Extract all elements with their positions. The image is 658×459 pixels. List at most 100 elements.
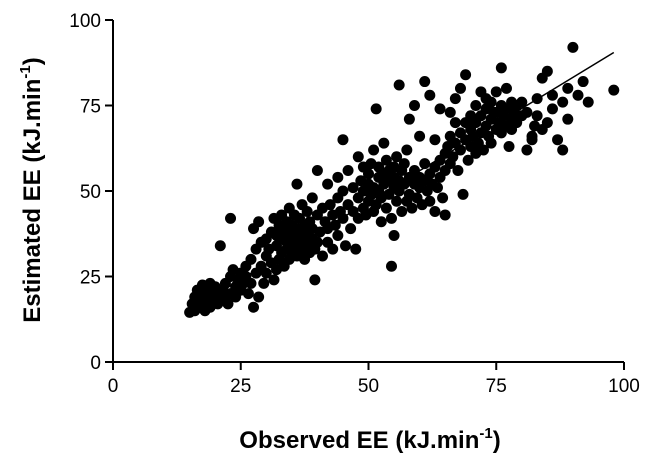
y-axis-title-superscript: -1: [17, 65, 34, 78]
data-point: [363, 168, 374, 180]
data-point: [541, 65, 553, 77]
data-point: [521, 106, 533, 118]
data-point: [526, 134, 538, 146]
data-point: [429, 206, 441, 218]
x-tick-label: 75: [486, 376, 507, 397]
data-point: [562, 113, 574, 125]
fit-line: [189, 51, 615, 312]
points-layer: [184, 41, 620, 318]
data-point: [291, 178, 303, 190]
data-point: [311, 164, 323, 176]
data-point: [385, 212, 397, 224]
y-axis-title-close: ): [19, 57, 46, 65]
data-point: [378, 137, 390, 149]
data-point: [368, 144, 380, 156]
data-point: [454, 82, 466, 94]
data-point: [225, 212, 237, 224]
data-point: [552, 134, 564, 146]
data-point: [557, 96, 569, 108]
data-point: [485, 96, 497, 108]
data-point: [222, 298, 234, 310]
data-point: [449, 93, 461, 105]
data-point: [424, 195, 436, 207]
data-point: [516, 96, 528, 108]
data-point: [419, 76, 431, 88]
data-point: [541, 117, 553, 129]
data-point: [342, 164, 354, 176]
data-point: [258, 277, 270, 289]
data-point: [477, 144, 489, 156]
y-tick-label: 25: [80, 268, 101, 289]
y-ticks: 0 25 50 75 100: [69, 11, 113, 374]
data-point: [370, 103, 382, 115]
data-point: [531, 110, 543, 122]
data-point: [332, 229, 344, 241]
data-point: [352, 151, 364, 163]
data-point: [429, 134, 441, 146]
data-point: [447, 151, 459, 163]
x-tick-label: 25: [230, 376, 251, 397]
x-axis-title: Observed EE (kJ.min-1): [239, 425, 500, 454]
data-point: [403, 113, 415, 125]
y-tick-label: 100: [69, 11, 101, 32]
data-point: [449, 117, 461, 129]
y-axis-title: Estimated EE (kJ.min-1): [17, 57, 46, 322]
data-point: [414, 130, 426, 142]
data-point: [608, 84, 620, 96]
data-point: [500, 82, 512, 94]
data-point: [242, 288, 254, 300]
data-point: [388, 229, 400, 241]
y-tick-label: 50: [80, 182, 101, 203]
x-axis-title-superscript: -1: [479, 425, 492, 442]
data-point: [380, 202, 392, 214]
data-point: [398, 158, 410, 170]
data-point: [434, 103, 446, 115]
x-tick-label: 100: [608, 376, 640, 397]
x-tick-label: 0: [108, 376, 119, 397]
data-point: [253, 216, 265, 228]
data-point: [214, 240, 226, 252]
data-point: [577, 76, 589, 88]
data-point: [309, 274, 321, 286]
data-point: [260, 267, 272, 279]
data-point: [401, 144, 413, 156]
x-axis-title-close: ): [493, 427, 501, 454]
data-point: [393, 79, 405, 91]
data-point: [332, 171, 344, 183]
x-tick-label: 50: [358, 376, 379, 397]
data-point: [431, 182, 443, 194]
data-point: [437, 192, 449, 204]
data-point: [248, 301, 260, 313]
data-point: [311, 236, 323, 248]
data-point: [439, 209, 451, 221]
data-point: [345, 223, 357, 235]
data-point: [457, 188, 469, 200]
data-point: [557, 144, 569, 156]
data-point: [391, 195, 403, 207]
data-point: [380, 154, 392, 166]
data-point: [546, 103, 558, 115]
data-point: [503, 141, 515, 153]
data-point: [391, 151, 403, 163]
data-point: [444, 106, 456, 118]
data-point: [424, 89, 436, 101]
data-point: [470, 100, 482, 111]
y-tick-label: 0: [90, 353, 101, 374]
data-point: [329, 219, 341, 231]
data-point: [245, 253, 257, 265]
data-point: [485, 137, 497, 149]
data-point: [582, 96, 594, 108]
y-tick-label: 75: [80, 97, 101, 118]
data-point: [567, 41, 579, 53]
data-point: [268, 274, 280, 286]
data-point: [406, 202, 418, 214]
x-axis-title-main: Observed EE (kJ.min: [239, 427, 479, 454]
data-point: [375, 216, 387, 228]
data-point: [301, 206, 313, 218]
data-point: [562, 82, 574, 94]
data-point: [253, 291, 265, 303]
data-point: [324, 199, 336, 211]
data-point: [462, 154, 474, 166]
data-point: [340, 240, 352, 252]
